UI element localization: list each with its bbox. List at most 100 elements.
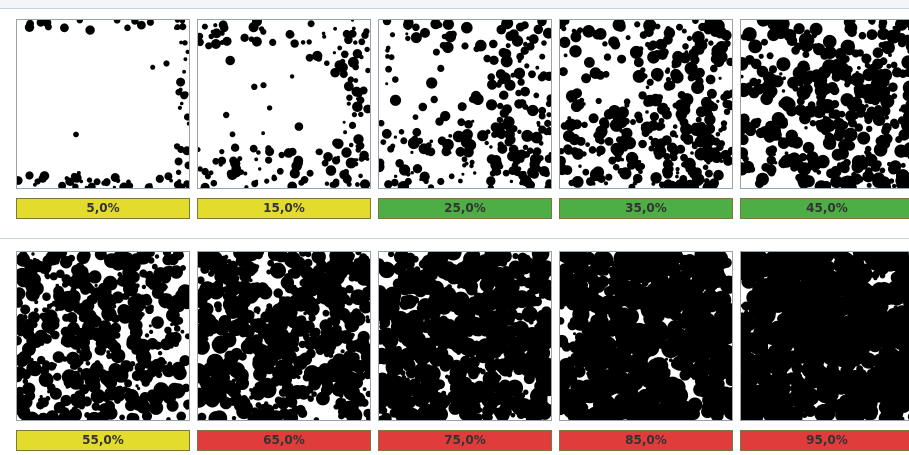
leaf bbox=[385, 66, 392, 73]
leaf bbox=[624, 137, 636, 149]
leaf bbox=[222, 375, 227, 380]
leaf bbox=[182, 70, 186, 74]
leaf bbox=[186, 50, 190, 54]
leaf bbox=[60, 23, 69, 32]
leaf bbox=[679, 260, 684, 265]
leaf bbox=[749, 166, 755, 172]
leaf bbox=[384, 328, 393, 337]
leaf bbox=[169, 179, 173, 183]
leaf bbox=[761, 163, 770, 172]
leaf bbox=[593, 402, 607, 416]
leaf bbox=[413, 114, 419, 120]
leaf bbox=[38, 403, 42, 407]
leaf bbox=[518, 342, 528, 352]
leaf bbox=[644, 365, 650, 371]
leaf bbox=[495, 407, 507, 419]
leaf bbox=[300, 266, 314, 280]
leaf bbox=[306, 349, 316, 359]
leaf bbox=[856, 365, 863, 372]
leaf bbox=[486, 129, 491, 134]
leaf bbox=[265, 354, 278, 367]
leaf bbox=[528, 260, 544, 276]
leaf bbox=[887, 100, 892, 105]
leaf bbox=[347, 102, 351, 106]
leaf bbox=[116, 179, 121, 184]
leaf bbox=[530, 337, 538, 345]
leaf bbox=[218, 157, 226, 165]
leaf bbox=[664, 81, 674, 91]
leaf bbox=[158, 351, 162, 355]
leaf bbox=[577, 137, 586, 146]
leaf bbox=[290, 331, 296, 337]
leaf bbox=[581, 73, 591, 83]
leaf bbox=[53, 363, 57, 367]
leaf bbox=[307, 39, 312, 44]
leaf bbox=[646, 86, 650, 90]
leaf bbox=[117, 304, 130, 317]
leaf bbox=[316, 346, 325, 355]
leaf bbox=[30, 358, 34, 362]
leaf bbox=[624, 98, 631, 105]
leaf bbox=[105, 339, 111, 345]
leaf bbox=[240, 34, 248, 42]
leaf bbox=[302, 279, 314, 291]
leaf bbox=[772, 112, 786, 126]
leaf bbox=[748, 40, 762, 54]
leaf bbox=[609, 280, 616, 287]
leaf bbox=[353, 52, 357, 56]
leaf bbox=[617, 55, 626, 64]
leaf bbox=[678, 91, 686, 99]
leaf bbox=[543, 28, 551, 39]
leaf bbox=[876, 313, 885, 322]
leaf bbox=[567, 286, 570, 289]
tile: 75,0% bbox=[378, 251, 552, 451]
leaf bbox=[804, 126, 807, 129]
leaf bbox=[394, 175, 397, 178]
leaf bbox=[176, 170, 181, 175]
leaf bbox=[859, 32, 867, 40]
leaf bbox=[219, 20, 228, 29]
leaf bbox=[461, 173, 464, 176]
leaf bbox=[582, 169, 589, 176]
leaf bbox=[638, 140, 647, 149]
leaf bbox=[213, 23, 217, 27]
leaf bbox=[873, 47, 884, 58]
leaf bbox=[294, 346, 300, 352]
tile: 65,0% bbox=[197, 251, 371, 451]
leaf bbox=[267, 105, 272, 110]
leaf bbox=[649, 136, 653, 140]
leaf bbox=[571, 32, 582, 43]
leaf bbox=[91, 362, 104, 375]
leaf bbox=[691, 81, 704, 94]
canopy-silhouette bbox=[379, 252, 551, 420]
leaf bbox=[355, 90, 362, 97]
leaf bbox=[486, 99, 497, 110]
leaf bbox=[634, 336, 638, 340]
leaf bbox=[445, 264, 462, 281]
leaf bbox=[741, 332, 750, 341]
leaf bbox=[787, 36, 798, 47]
leaf bbox=[474, 406, 482, 414]
leaf bbox=[359, 253, 367, 261]
leaf bbox=[431, 96, 438, 103]
leaf bbox=[839, 274, 846, 281]
leaf bbox=[40, 395, 43, 398]
leaf bbox=[838, 140, 848, 150]
leaf bbox=[676, 171, 679, 174]
leaf bbox=[499, 48, 509, 58]
leaf bbox=[17, 176, 23, 185]
leaf bbox=[114, 391, 125, 402]
leaf bbox=[79, 349, 92, 362]
leaf bbox=[214, 301, 222, 309]
leaf bbox=[497, 117, 503, 123]
leaf bbox=[892, 121, 900, 129]
leaf bbox=[513, 364, 524, 375]
leaf bbox=[152, 264, 158, 270]
leaf bbox=[337, 156, 340, 159]
leaf bbox=[322, 32, 326, 36]
leaf bbox=[145, 333, 149, 337]
leaf bbox=[348, 367, 354, 373]
leaf bbox=[231, 144, 239, 152]
leaf bbox=[379, 262, 395, 278]
leaf bbox=[156, 175, 164, 183]
